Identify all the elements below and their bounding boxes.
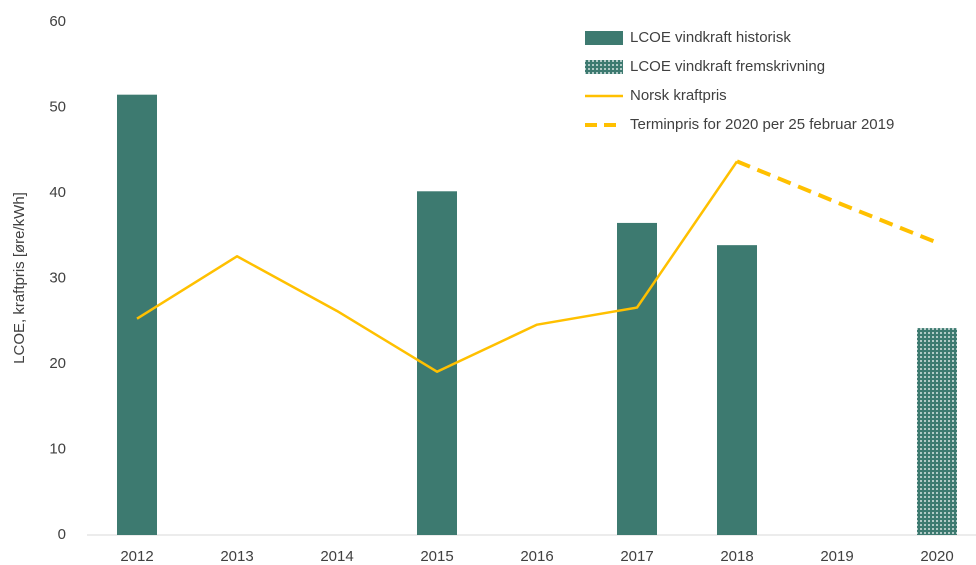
y-tick-label: 10 (49, 440, 66, 457)
x-tick-label: 2013 (220, 548, 253, 565)
y-tick-label: 0 (58, 526, 66, 543)
x-tick-label: 2019 (820, 548, 853, 565)
bar (917, 328, 957, 535)
x-tick-label: 2014 (320, 548, 353, 565)
bar (717, 245, 757, 535)
x-tick-label: 2016 (520, 548, 553, 565)
legend-label: Terminpris for 2020 per 25 februar 2019 (630, 116, 894, 133)
y-tick-label: 20 (49, 355, 66, 372)
legend-label: Norsk kraftpris (630, 87, 727, 104)
y-axis-label: LCOE, kraftpris [øre/kWh] (11, 192, 28, 364)
legend-label: LCOE vindkraft historisk (630, 29, 791, 46)
x-tick-label: 2017 (620, 548, 653, 565)
bar (617, 222, 657, 536)
y-tick-label: 40 (49, 184, 66, 201)
x-tick-label: 2020 (920, 548, 953, 565)
x-tick-label: 2018 (720, 548, 753, 565)
line (136, 160, 739, 373)
y-tick-label: 50 (49, 98, 66, 115)
line (736, 159, 938, 245)
x-tick-label: 2015 (420, 548, 453, 565)
legend-swatch (585, 31, 623, 45)
bar (117, 94, 157, 536)
x-tick-label: 2012 (120, 548, 153, 565)
legend-label: LCOE vindkraft fremskrivning (630, 58, 825, 75)
legend-swatch (585, 60, 623, 74)
y-tick-label: 60 (49, 13, 66, 30)
y-tick-label: 30 (49, 269, 66, 286)
